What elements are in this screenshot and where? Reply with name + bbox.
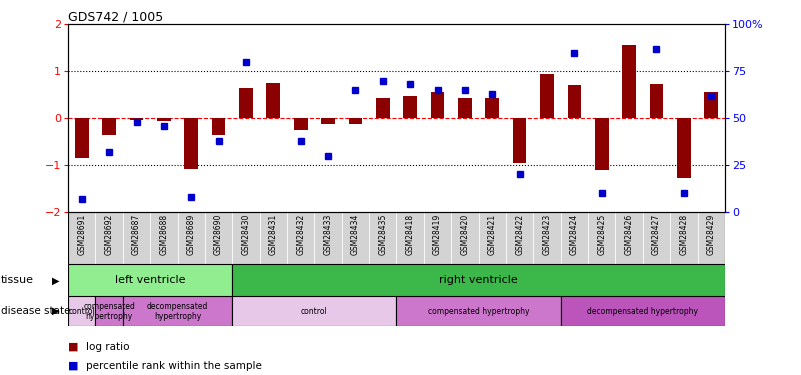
Bar — [513, 118, 526, 163]
Bar — [232, 212, 260, 264]
Bar — [670, 212, 698, 264]
Bar — [451, 212, 478, 264]
Bar — [404, 96, 417, 118]
Bar — [294, 118, 308, 130]
Text: GSM28426: GSM28426 — [625, 213, 634, 255]
Text: GSM28434: GSM28434 — [351, 213, 360, 255]
Bar — [75, 118, 89, 158]
Text: GSM28427: GSM28427 — [652, 213, 661, 255]
Bar — [650, 84, 663, 118]
Bar — [287, 212, 314, 264]
Bar — [95, 296, 123, 326]
Text: GSM28430: GSM28430 — [241, 213, 251, 255]
Text: GSM28429: GSM28429 — [706, 213, 716, 255]
Bar — [260, 212, 287, 264]
Text: GSM28435: GSM28435 — [378, 213, 388, 255]
Bar — [239, 88, 253, 118]
Bar — [677, 118, 690, 178]
Bar — [184, 118, 198, 169]
Bar — [68, 212, 95, 264]
Text: GSM28431: GSM28431 — [269, 213, 278, 255]
Bar — [157, 118, 171, 122]
Bar — [376, 99, 389, 118]
Bar — [431, 92, 445, 118]
Bar — [458, 99, 472, 118]
Text: GSM28690: GSM28690 — [214, 213, 223, 255]
Text: ■: ■ — [68, 361, 78, 370]
Bar — [68, 296, 95, 326]
Text: left ventricle: left ventricle — [115, 275, 186, 285]
Text: GSM28428: GSM28428 — [679, 213, 688, 255]
Text: GSM28421: GSM28421 — [488, 213, 497, 255]
Text: right ventricle: right ventricle — [439, 275, 518, 285]
Bar — [342, 212, 369, 264]
Text: GSM28418: GSM28418 — [405, 213, 415, 255]
Bar — [68, 264, 232, 296]
Bar — [561, 296, 725, 326]
Text: GSM28689: GSM28689 — [187, 213, 195, 255]
Bar — [232, 264, 725, 296]
Bar — [232, 296, 396, 326]
Bar — [95, 212, 123, 264]
Bar — [321, 118, 335, 124]
Bar — [704, 92, 718, 118]
Bar — [424, 212, 451, 264]
Text: GSM28420: GSM28420 — [461, 213, 469, 255]
Text: GSM28425: GSM28425 — [598, 213, 606, 255]
Bar — [485, 99, 499, 118]
Bar — [588, 212, 615, 264]
Bar — [478, 212, 506, 264]
Text: GSM28692: GSM28692 — [105, 213, 114, 255]
Bar — [123, 296, 232, 326]
Text: GSM28687: GSM28687 — [132, 213, 141, 255]
Text: compensated
hypertrophy: compensated hypertrophy — [83, 302, 135, 321]
Text: GSM28424: GSM28424 — [570, 213, 579, 255]
Text: GSM28423: GSM28423 — [542, 213, 552, 255]
Text: compensated hypertrophy: compensated hypertrophy — [428, 307, 529, 316]
Text: GDS742 / 1005: GDS742 / 1005 — [68, 10, 163, 23]
Bar — [642, 212, 670, 264]
Bar — [561, 212, 588, 264]
Bar — [348, 118, 362, 124]
Text: GSM28419: GSM28419 — [433, 213, 442, 255]
Bar — [103, 118, 116, 135]
Text: GSM28688: GSM28688 — [159, 213, 168, 255]
Text: GSM28433: GSM28433 — [324, 213, 332, 255]
Bar — [267, 83, 280, 118]
Bar — [211, 118, 225, 135]
Bar — [615, 212, 642, 264]
Bar — [123, 212, 151, 264]
Bar — [178, 212, 205, 264]
Bar — [151, 212, 178, 264]
Text: disease state: disease state — [1, 306, 70, 316]
Text: ■: ■ — [68, 342, 78, 352]
Bar — [540, 74, 553, 118]
Text: GSM28432: GSM28432 — [296, 213, 305, 255]
Text: log ratio: log ratio — [86, 342, 129, 352]
Bar — [698, 212, 725, 264]
Bar — [622, 45, 636, 118]
Bar — [568, 86, 582, 118]
Bar — [205, 212, 232, 264]
Bar — [130, 118, 143, 120]
Text: tissue: tissue — [1, 275, 34, 285]
Text: ▶: ▶ — [52, 306, 59, 316]
Text: decompensated
hypertrophy: decompensated hypertrophy — [147, 302, 208, 321]
Bar — [396, 296, 561, 326]
Text: GSM28422: GSM28422 — [515, 213, 524, 255]
Text: ▶: ▶ — [52, 275, 59, 285]
Bar — [533, 212, 561, 264]
Bar — [595, 118, 609, 170]
Bar — [506, 212, 533, 264]
Text: control: control — [68, 307, 95, 316]
Text: control: control — [301, 307, 328, 316]
Text: decompensated hypertrophy: decompensated hypertrophy — [587, 307, 698, 316]
Bar — [314, 212, 342, 264]
Bar — [369, 212, 396, 264]
Text: GSM28691: GSM28691 — [77, 213, 87, 255]
Text: percentile rank within the sample: percentile rank within the sample — [86, 361, 262, 370]
Bar — [396, 212, 424, 264]
